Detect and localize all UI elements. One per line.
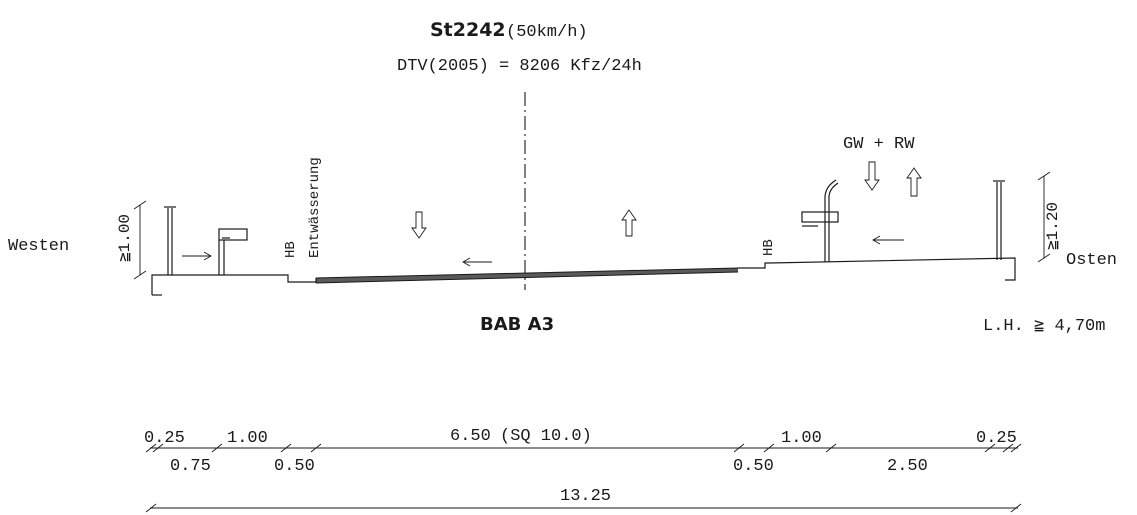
dim-6-50: 6.50 <box>450 427 491 446</box>
dim-sq: (SQ 10.0) <box>500 427 592 446</box>
left-edge-structure: ≧1.00 <box>116 200 316 296</box>
down-arrow-icon <box>411 211 427 239</box>
west-label: Westen <box>8 237 69 256</box>
hb-right: HB <box>761 239 777 256</box>
carriageway <box>315 267 739 284</box>
dim-0-25-left: 0.25 <box>144 429 185 448</box>
east-label: Osten <box>1066 251 1117 270</box>
hb-left: HB <box>283 241 299 258</box>
dim-2-50: 2.50 <box>887 457 928 476</box>
dim-0-25-right: 0.25 <box>976 429 1017 448</box>
dim-0-50-left: 0.50 <box>274 457 315 476</box>
right-edge-structure: ≧1.20 <box>738 171 1062 281</box>
dim-1-00-left: 1.00 <box>227 429 268 448</box>
speed-label: (50km/h) <box>506 23 588 42</box>
down-arrow-icon <box>864 161 880 191</box>
bab-label: BAB A3 <box>480 314 554 335</box>
dim-total: 13.25 <box>560 487 611 506</box>
dim-0-75: 0.75 <box>170 457 211 476</box>
drainage-label: Entwässerung <box>307 157 323 258</box>
up-arrow-icon <box>906 167 922 197</box>
road-id: St2242 <box>430 19 506 41</box>
traffic-volume: DTV(2005) = 8206 Kfz/24h <box>397 57 642 76</box>
gw-rw-label: GW + RW <box>843 135 915 154</box>
rail-height-right: ≧1.20 <box>1044 202 1062 250</box>
up-arrow-icon <box>621 209 637 237</box>
dim-1-00-right: 1.00 <box>781 429 822 448</box>
rail-height-left: ≧1.00 <box>116 214 134 262</box>
dim-0-50-right: 0.50 <box>733 457 774 476</box>
clearance-label: L.H. ≧ 4,70m <box>983 317 1105 336</box>
dimension-chain <box>145 443 1022 453</box>
